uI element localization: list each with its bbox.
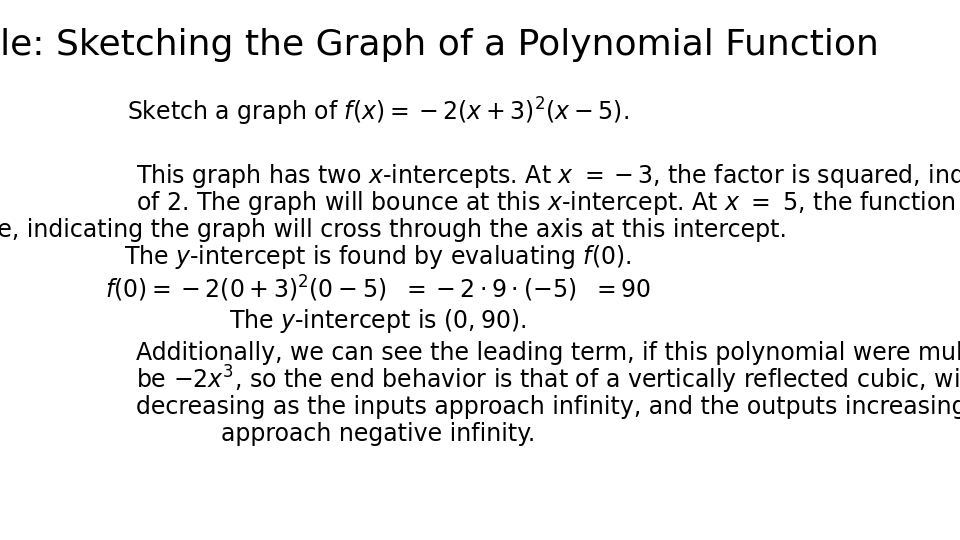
Text: The $y$-intercept is $(0, 90)$.: The $y$-intercept is $(0, 90)$. (229, 307, 526, 335)
Text: be $-2x^3$, so the end behavior is that of a vertically reflected cubic, with th: be $-2x^3$, so the end behavior is that … (135, 364, 960, 396)
Text: approach negative infinity.: approach negative infinity. (221, 422, 535, 446)
Text: $f(0) = -2(0+3)^2(0-5)\ \ =-2\cdot 9\cdot(-5)\ \ =90$: $f(0) = -2(0+3)^2(0-5)\ \ =-2\cdot 9\cdo… (105, 274, 651, 304)
Text: The $y$-intercept is found by evaluating $f(0)$.: The $y$-intercept is found by evaluating… (124, 242, 632, 271)
Text: one, indicating the graph will cross through the axis at this intercept.: one, indicating the graph will cross thr… (0, 218, 787, 242)
Text: of 2. The graph will bounce at this $x$-intercept. At $x\ =\ 5$, the function ha: of 2. The graph will bounce at this $x$-… (135, 189, 960, 217)
Text: decreasing as the inputs approach infinity, and the outputs increasing as the in: decreasing as the inputs approach infini… (135, 395, 960, 419)
Text: This graph has two $x$-intercepts. At $x\ =-3$, the factor is squared, indicatin: This graph has two $x$-intercepts. At $x… (135, 162, 960, 190)
Text: Additionally, we can see the leading term, if this polynomial were multiplied ou: Additionally, we can see the leading ter… (135, 341, 960, 365)
Text: Example: Sketching the Graph of a Polynomial Function: Example: Sketching the Graph of a Polyno… (0, 28, 879, 62)
Text: Sketch a graph of $f(x) = -2(x+3)^2(x-5)$.: Sketch a graph of $f(x) = -2(x+3)^2(x-5)… (127, 96, 629, 127)
